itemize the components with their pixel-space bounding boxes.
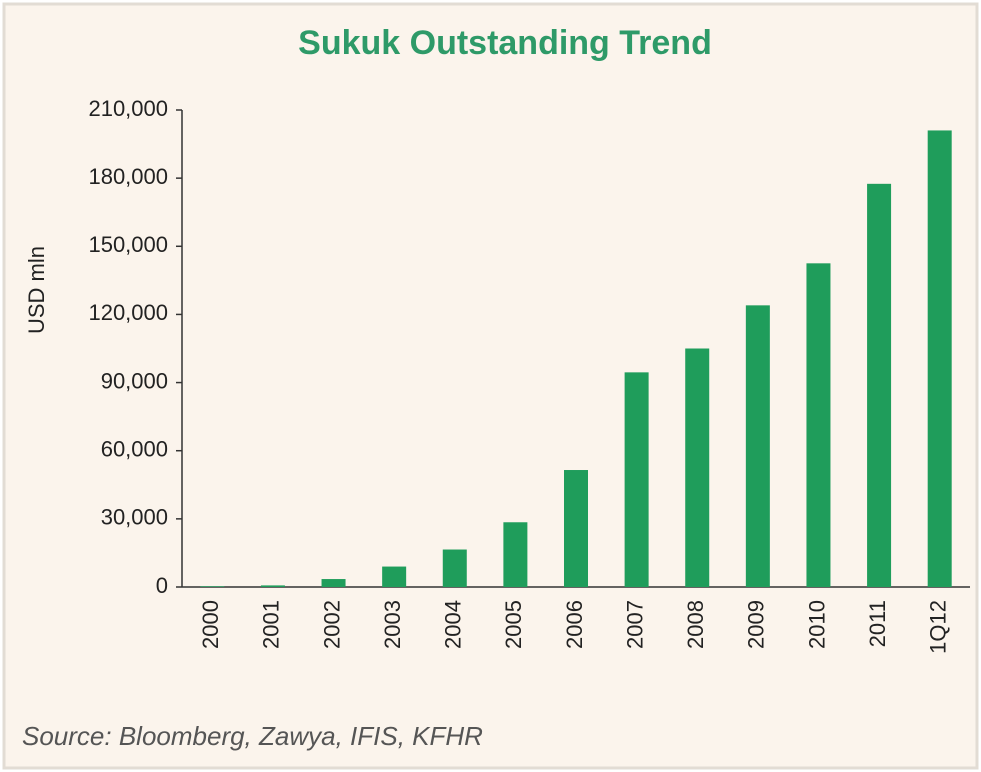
x-tick-label: 2000: [198, 600, 223, 649]
bar: [442, 549, 467, 587]
x-tick-label: 2006: [562, 600, 587, 649]
x-tick-label: 2010: [804, 600, 829, 649]
x-tick-label: 2002: [319, 600, 344, 649]
bar: [806, 263, 831, 587]
source-note: Source: Bloomberg, Zawya, IFIS, KFHR: [22, 721, 483, 751]
y-tick-label: 0: [156, 573, 168, 598]
bar: [624, 372, 649, 587]
bar: [200, 586, 225, 587]
bar: [564, 470, 588, 587]
bar: [867, 183, 892, 588]
y-tick-label: 30,000: [101, 505, 168, 530]
y-tick-label: 60,000: [101, 437, 168, 462]
x-tick-label: 2004: [441, 600, 466, 649]
x-tick-label: 2001: [259, 600, 284, 649]
bar: [745, 305, 770, 587]
bar: [503, 522, 528, 587]
x-tick-label: 1Q12: [926, 600, 951, 654]
x-tick-label: 2007: [622, 600, 647, 649]
x-tick-label: 2003: [380, 600, 405, 649]
y-tick-label: 150,000: [88, 232, 168, 257]
bar: [927, 130, 952, 587]
y-axis-label: USD mln: [24, 246, 49, 334]
x-tick-label: 2005: [501, 600, 526, 649]
y-tick-label: 180,000: [88, 164, 168, 189]
y-tick-label: 120,000: [88, 300, 168, 325]
bar: [382, 566, 407, 587]
bar: [685, 348, 710, 587]
y-tick-label: 90,000: [101, 368, 168, 393]
x-tick-label: 2008: [683, 600, 708, 649]
y-tick-label: 210,000: [88, 96, 168, 121]
chart-title: Sukuk Outstanding Trend: [298, 24, 712, 62]
bar: [321, 579, 346, 587]
bar: [260, 585, 285, 587]
x-tick-label: 2011: [865, 600, 890, 647]
x-tick-label: 2009: [744, 600, 769, 649]
